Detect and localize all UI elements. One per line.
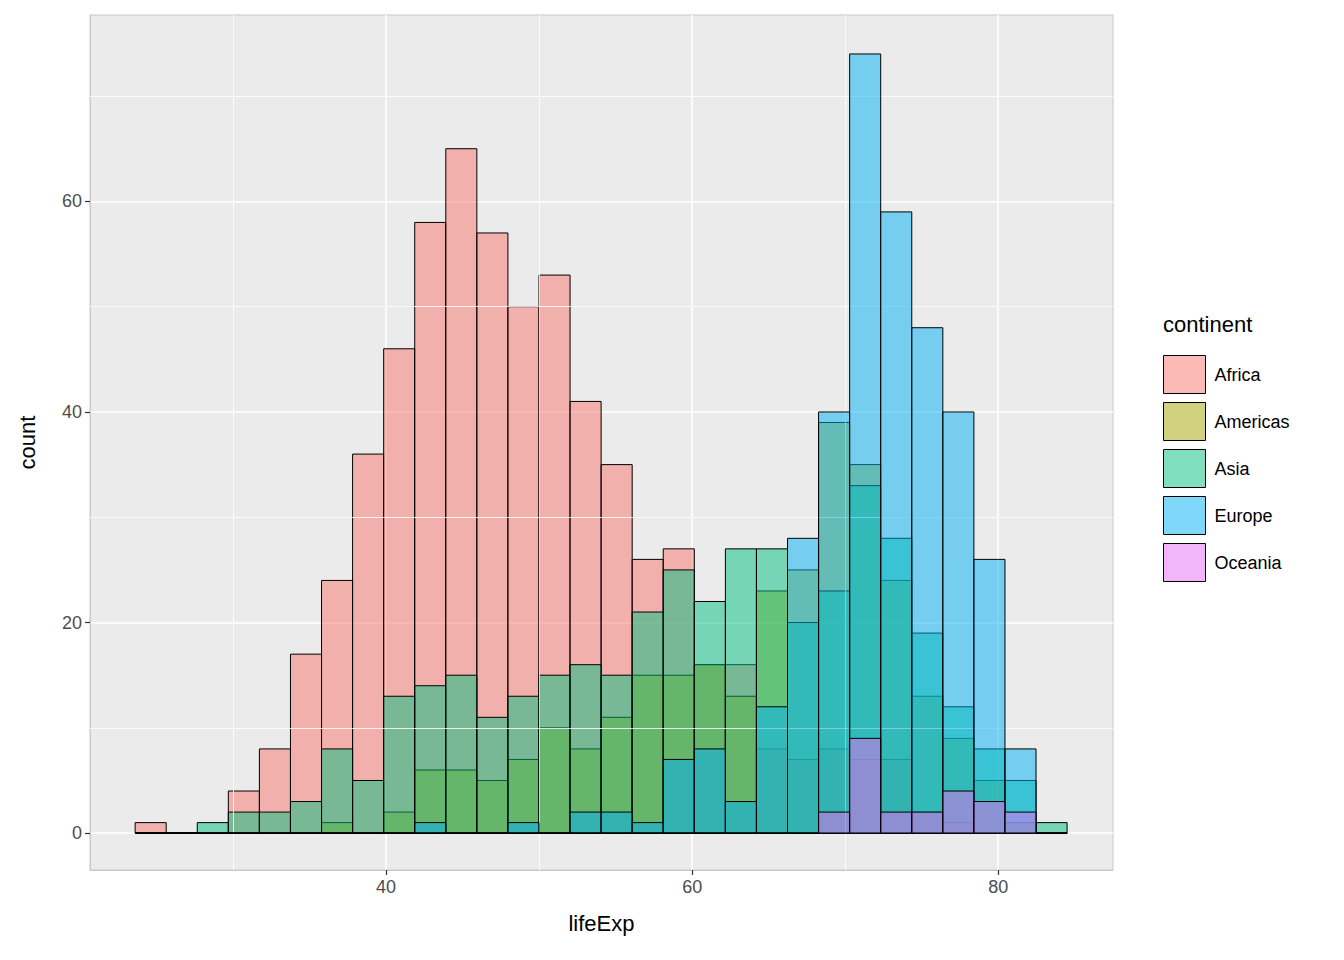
svg-text:Asia: Asia [1215,459,1251,479]
svg-text:continent: continent [1163,312,1252,337]
svg-text:0: 0 [72,823,82,843]
svg-text:60: 60 [62,191,82,211]
svg-text:20: 20 [62,613,82,633]
svg-text:Africa: Africa [1215,365,1262,385]
svg-text:40: 40 [62,402,82,422]
svg-text:Europe: Europe [1215,506,1273,526]
svg-text:lifeExp: lifeExp [568,911,634,936]
svg-text:count: count [15,416,40,470]
svg-text:40: 40 [376,877,396,897]
svg-text:Oceania: Oceania [1215,553,1283,573]
svg-text:Americas: Americas [1215,412,1290,432]
svg-text:60: 60 [682,877,702,897]
svg-text:80: 80 [988,877,1008,897]
